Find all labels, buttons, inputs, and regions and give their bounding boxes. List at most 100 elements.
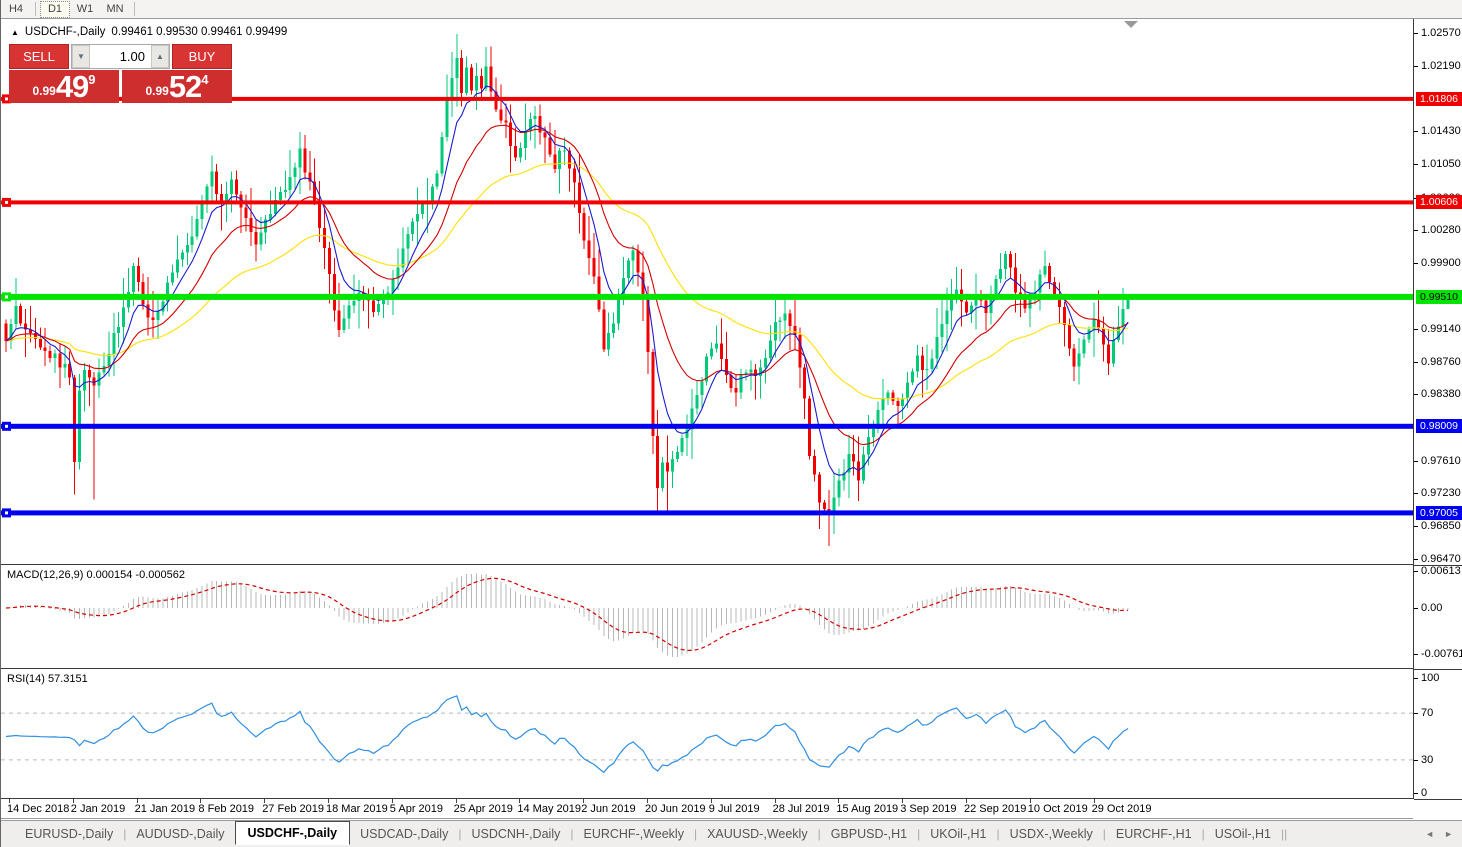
rsi-axis-label: 30 [1421,753,1434,766]
date-label: 2 Jun 2019 [581,803,636,815]
axis-tick [1414,131,1418,133]
rsi-chart[interactable] [1,669,1413,798]
sell-price-prefix: 0.99 [32,84,56,98]
date-label: 28 Jul 2019 [772,803,830,815]
chart-tab-audusd[interactable]: AUDUSD-,Daily [136,827,225,841]
chart-tab-usdchf[interactable]: USDCHF-,Daily [234,821,351,845]
date-label: 10 Oct 2019 [1027,803,1088,815]
rsi-panel[interactable] [1,669,1413,799]
chart-tab-eurchf[interactable]: EURCHF-,H1 [1115,827,1192,841]
date-tick [966,799,967,803]
axis-tick-label: 1.01050 [1421,158,1461,171]
price-chart-panel[interactable] [1,19,1413,565]
axis-tick [1414,361,1418,363]
sell-price-main: 49 [55,69,89,104]
tab-separator: | [917,827,921,841]
tab-separator: | [1280,827,1285,841]
rsi-axis-label: 100 [1421,672,1440,684]
macd-panel[interactable] [1,565,1413,669]
date-tick [391,799,393,803]
macd-label: MACD(12,26,9) 0.000154 -0.000562 [7,569,185,581]
date-tick [902,799,904,803]
date-axis: 14 Dec 2018 2 Jan 2019 21 Jan 2019 8 Feb 20… [1,799,1413,819]
date-label: 5 Apr 2019 [389,803,444,815]
collapse-arrow-icon[interactable]: ▲ [11,27,19,37]
macd-chart[interactable] [1,565,1413,668]
axis-tick [1414,608,1418,609]
axis-tick [1414,713,1418,715]
chart-tab-usdcad[interactable]: USDCAD-,Daily [360,827,449,841]
toolbar-separator [134,2,135,16]
axis-tick [1414,33,1418,34]
chart-tab-ukoil[interactable]: UKOil-,H1 [930,827,987,841]
date-label: 9 Jul 2019 [708,803,760,815]
tabs-scroll-left-icon[interactable]: ◄ [1425,829,1435,839]
axis-tick-label: 1.00280 [1421,224,1461,237]
buy-price-main: 52 [168,69,202,104]
volume-input[interactable] [90,45,151,68]
date-label: 22 Sep 2019 [964,803,1027,815]
axis-tick-label: 1.01430 [1421,125,1461,138]
date-label: 18 Mar 2019 [326,803,388,815]
date-tick [710,799,712,803]
chart-tab-eurchf[interactable]: EURCHF-,Weekly [583,827,684,841]
date-label: 20 Jun 2019 [645,803,706,815]
rsi-axis-label: 70 [1421,707,1434,720]
sell-button[interactable]: SELL [9,44,69,69]
price-level-badge: 0.98009 [1416,419,1462,434]
timeframe-button-mn[interactable]: MN [106,3,124,15]
chart-tab-usoil[interactable]: USOil-,H1 [1214,827,1271,841]
timeframe-button-h4[interactable]: H4 [8,3,24,15]
timeframe-button-w1[interactable]: W1 [76,3,94,15]
chart-shift-icon [1124,21,1138,28]
price-level-badge: 1.00606 [1416,195,1462,210]
date-tick [72,799,74,803]
macd-axis-label: 0.00613 [1421,564,1461,577]
tab-separator: | [817,827,821,841]
date-tick [519,799,521,803]
date-label: 3 Sep 2019 [900,803,957,815]
axis-separator [1414,565,1462,566]
chart-tab-gbpusd[interactable]: GBPUSD-,H1 [830,827,908,841]
volume-increase-icon[interactable]: ▲ [151,45,169,68]
axis-tick-label: 0.98760 [1421,355,1461,368]
chart-tab-eurusd[interactable]: EURUSD-,Daily [25,827,114,841]
volume-decrease-icon[interactable]: ▼ [72,45,90,68]
buy-price-pip: 4 [201,72,209,87]
axis-tick [1414,230,1418,232]
date-tick [200,799,202,803]
axis-tick [1414,328,1418,330]
tab-separator: | [1284,827,1288,841]
axis-tick [1414,678,1418,679]
date-tick [838,799,840,803]
chart-tab-bar: EURUSD-,Daily | AUDUSD-,Daily USDCHF-,Daily… [1,820,1462,847]
price-level-badge: 1.01806 [1416,91,1462,106]
rsi-label: RSI(14) 57.3151 [7,673,88,685]
axis-tick-label: 0.96470 [1421,553,1461,565]
chart-tab-xauusd[interactable]: XAUUSD-,Weekly [707,827,808,841]
tab-separator: | [458,827,462,841]
tab-separator: | [123,827,127,841]
axis-tick-label: 0.99140 [1421,322,1461,335]
chart-tab-usdx[interactable]: USDX-,Weekly [1009,827,1093,841]
chart-tab-usdcnh[interactable]: USDCNH-,Daily [471,827,561,841]
axis-tick-label: 1.02190 [1421,59,1461,72]
tabs-scroll-right-icon[interactable]: ► [1444,829,1453,839]
sell-price-tile[interactable]: 0.99 49 9 [9,70,119,103]
buy-button[interactable]: BUY [172,44,232,69]
date-tick [136,799,138,803]
axis-tick [1414,65,1418,67]
timeframe-button-d1[interactable]: D1 [40,0,70,18]
axis-tick [1414,460,1418,462]
candlestick-chart[interactable] [1,19,1413,564]
axis-tick [1414,394,1418,396]
macd-axis-label: 0.00 [1421,602,1443,614]
axis-tick [1414,164,1418,166]
tab-separator: | [1102,827,1106,841]
tab-separator: | [996,827,1000,841]
toolbar-separator [35,2,36,16]
axis-tick [1414,653,1418,655]
buy-price-tile[interactable]: 0.99 52 4 [122,70,232,103]
axis-tick [1414,526,1418,528]
